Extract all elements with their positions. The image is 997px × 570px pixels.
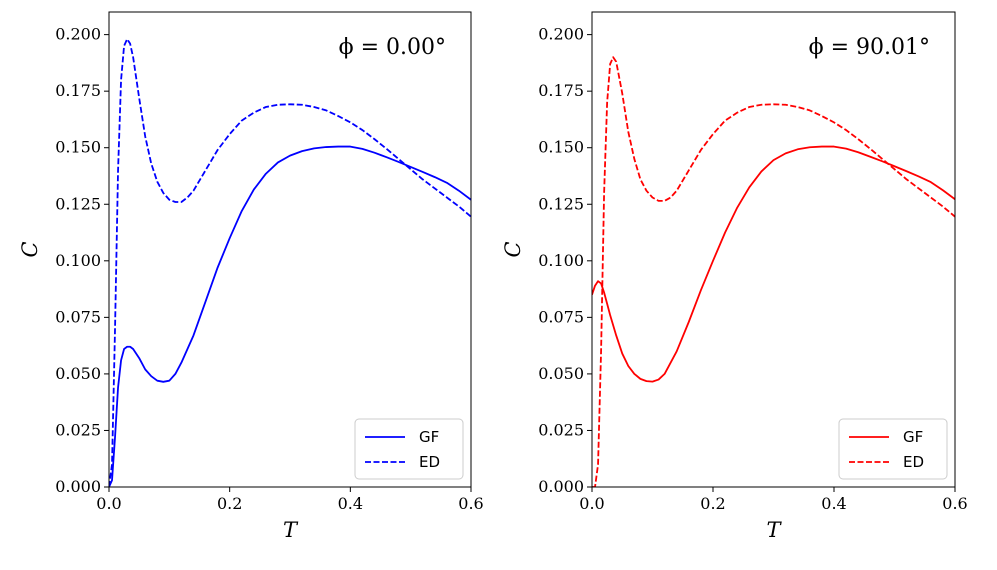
axes-frame-right: [591, 11, 956, 488]
chart-panel-right: 0.0 0.2 0.4 0.6 0.000 0.025 0.050 0.075 0.100 0.1…: [501, 11, 968, 542]
y-tick-label: 0.100: [538, 251, 584, 270]
y-tick-label: 0.200: [55, 25, 101, 44]
y-tick-label: 0.150: [55, 138, 101, 157]
x-tick-label: 0.6: [942, 494, 967, 513]
phi-annotation-right: ϕ = 90.01°: [809, 35, 930, 60]
y-axis-label-left: C: [18, 241, 42, 257]
y-tick-label: 0.175: [55, 81, 101, 100]
x-tick-label: 0.6: [458, 494, 483, 513]
legend-box: [838, 418, 948, 480]
axes-frame-left: [108, 11, 472, 488]
legend-left: GF ED: [354, 418, 464, 480]
x-tick-label: 0.0: [96, 494, 121, 513]
x-tick-label: 0.4: [821, 494, 846, 513]
x-tick-label: 0.2: [700, 494, 725, 513]
y-tick-label: 0.050: [538, 364, 584, 383]
y-tick-label: 0.125: [55, 194, 101, 213]
y-tick-label: 0.025: [55, 420, 101, 439]
x-tick-label: 0.4: [338, 494, 363, 513]
chart-panel-left: 0.0 0.2 0.4 0.6 0.000 0.025 0.050 0.075 0.100 0.1…: [18, 11, 484, 542]
series-line-ed-left: [109, 38, 471, 487]
series-line-gf-right: [592, 145, 955, 383]
y-tick-label: 0.125: [538, 194, 584, 213]
x-tick-label: 0.0: [579, 494, 604, 513]
series-line-ed-right: [592, 56, 955, 487]
y-tick-label: 0.050: [55, 364, 101, 383]
y-tick-label: 0.150: [538, 138, 584, 157]
legend-box: [354, 418, 464, 480]
y-axis-label-right: C: [501, 241, 525, 257]
legend-label-ed: ED: [903, 453, 924, 471]
y-tick-label: 0.175: [538, 81, 584, 100]
phi-annotation-left: ϕ = 0.00°: [339, 35, 446, 60]
x-axis-label-right: T: [766, 518, 782, 542]
legend-label-gf: GF: [419, 428, 439, 446]
y-tick-label: 0.200: [538, 25, 584, 44]
x-tick-label: 0.2: [217, 494, 242, 513]
legend-right: GF ED: [838, 418, 948, 480]
x-axis-label-left: T: [283, 518, 299, 542]
y-tick-label: 0.075: [538, 307, 584, 326]
y-tick-label: 0.000: [55, 477, 101, 496]
y-tick-label: 0.025: [538, 420, 584, 439]
legend-label-ed: ED: [419, 453, 440, 471]
y-tick-label: 0.000: [538, 477, 584, 496]
series-line-gf-left: [109, 145, 471, 487]
y-tick-label: 0.100: [55, 251, 101, 270]
legend-label-gf: GF: [903, 428, 923, 446]
y-tick-label: 0.075: [55, 307, 101, 326]
